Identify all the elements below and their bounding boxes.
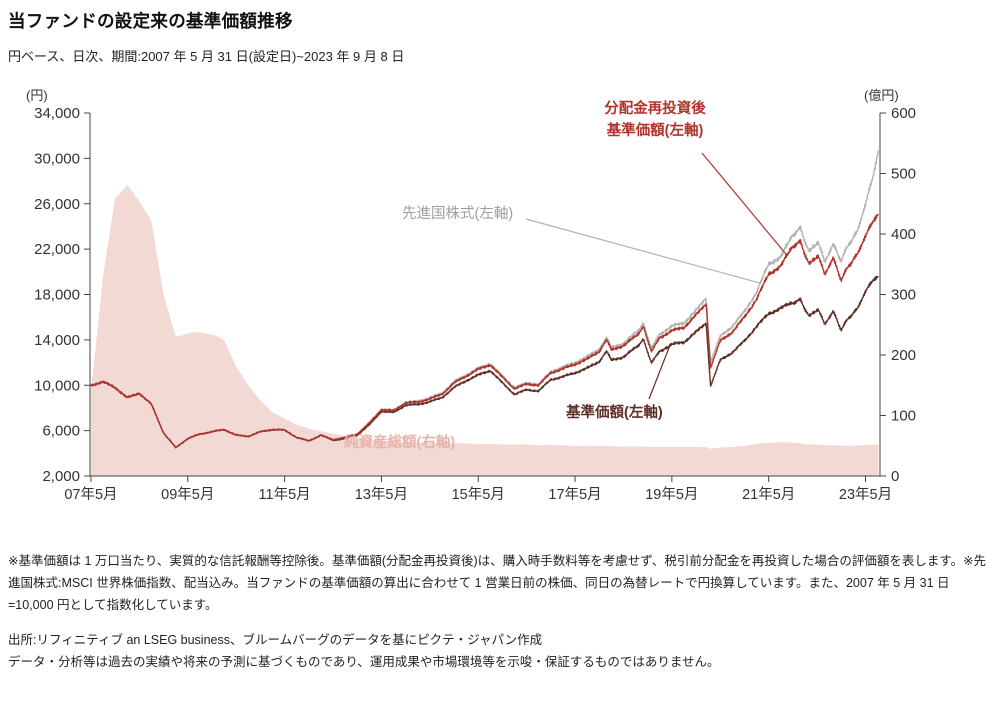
chart-subtitle: 円ベース、日次、期間:2007 年 5 月 31 日(設定日)~2023 年 9… xyxy=(8,49,405,64)
legend-developed-stocks: 先進国株式(左軸) xyxy=(402,206,514,222)
fund-nav-report: 当ファンドの設定来の基準価額推移 円ベース、日次、期間:2007 年 5 月 3… xyxy=(0,8,1008,672)
svg-text:2,000: 2,000 xyxy=(42,468,80,485)
source-line: 出所:リフィニティブ an LSEG business、ブルームバーグのデータを… xyxy=(8,632,543,647)
series-lines xyxy=(90,150,880,449)
svg-text:600: 600 xyxy=(891,105,916,122)
svg-text:200: 200 xyxy=(891,347,916,364)
svg-text:30,000: 30,000 xyxy=(34,150,80,167)
svg-text:14,000: 14,000 xyxy=(34,332,80,349)
svg-text:19年5月: 19年5月 xyxy=(645,486,698,503)
svg-text:15年5月: 15年5月 xyxy=(452,486,505,503)
svg-text:0: 0 xyxy=(891,468,899,485)
svg-text:17年5月: 17年5月 xyxy=(548,486,601,503)
legend-nav: 基準価額(左軸) xyxy=(566,405,663,421)
svg-text:34,000: 34,000 xyxy=(34,105,80,122)
net-assets-area xyxy=(91,184,879,476)
annotation-leader-lines xyxy=(525,152,788,400)
svg-text:100: 100 xyxy=(891,408,916,425)
svg-text:23年5月: 23年5月 xyxy=(839,486,892,503)
svg-text:6,000: 6,000 xyxy=(42,423,80,440)
svg-text:11年5月: 11年5月 xyxy=(259,486,311,503)
legend-net-assets: 純資産総額(右軸) xyxy=(344,435,456,451)
svg-text:10,000: 10,000 xyxy=(34,377,80,394)
svg-text:26,000: 26,000 xyxy=(34,196,80,213)
svg-text:07年5月: 07年5月 xyxy=(64,486,117,503)
legend-reinvested-nav: 分配金再投資後 基準価額(左軸) xyxy=(560,99,750,143)
legend-reinvested-nav-line2: 基準価額(左軸) xyxy=(606,122,704,139)
axes: 34,000 30,000 26,000 22,000 18,000 14,000 10,0… xyxy=(34,105,916,503)
svg-text:500: 500 xyxy=(891,166,916,183)
page-title: 当ファンドの設定来の基準価額推移 xyxy=(8,11,293,31)
nav-history-chart: (円) (億円) 34,000 30,000 26,000 22,000 18,000 1… xyxy=(0,73,1008,509)
svg-text:13年5月: 13年5月 xyxy=(355,486,408,503)
svg-text:09年5月: 09年5月 xyxy=(161,486,214,503)
legend-reinvested-nav-line1: 分配金再投資後 xyxy=(604,101,706,117)
footnote-text: ※基準価額は 1 万口当たり、実質的な信託報酬等控除後。基準価額(分配金再投資後… xyxy=(8,554,987,612)
left-axis-unit-label: (円) xyxy=(26,88,48,103)
svg-text:22,000: 22,000 xyxy=(34,241,80,258)
svg-text:400: 400 xyxy=(891,226,916,243)
right-axis-unit-label: (億円) xyxy=(864,88,899,103)
chart-canvas: 34,000 30,000 26,000 22,000 18,000 14,000 10,0… xyxy=(34,105,916,503)
svg-text:18,000: 18,000 xyxy=(34,287,80,304)
disclaimer-line: データ・分析等は過去の実績や将来の予測に基づくものであり、運用成果や市場環境等を… xyxy=(8,655,720,669)
svg-text:300: 300 xyxy=(891,287,916,304)
svg-text:21年5月: 21年5月 xyxy=(742,486,795,503)
